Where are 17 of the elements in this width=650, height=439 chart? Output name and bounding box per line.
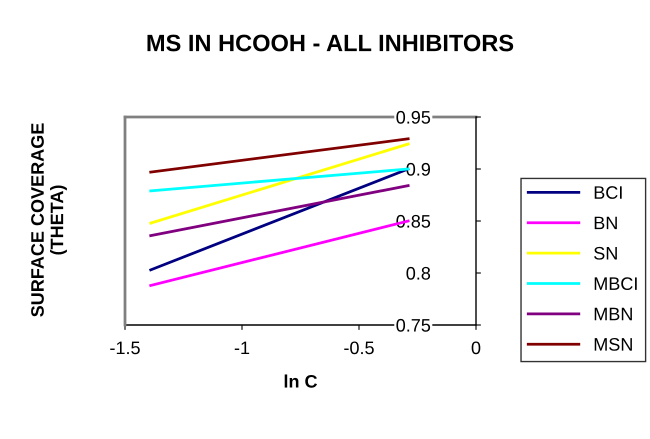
x-tick-label: -1.5 (110, 342, 140, 354)
y-axis-title: SURFACE COVERAGE (THETA) (31, 123, 67, 317)
legend-label: MBCI (594, 277, 637, 290)
x-axis-title: ln C (284, 374, 318, 388)
legend-label: MSN (594, 338, 632, 351)
legend-label: BCI (594, 186, 622, 199)
y-tick-label: 0.95 (396, 110, 430, 124)
y-tick-label: 0.75 (396, 318, 430, 332)
chart-title: MS IN HCOOH - ALL INHIBITORS (147, 34, 514, 52)
x-tick-label: -1 (234, 342, 250, 354)
x-tick-label: -0.5 (344, 341, 374, 354)
legend-label: BN (594, 216, 617, 230)
legend-label: SN (594, 246, 617, 260)
y-tick-label: 0.8 (406, 266, 430, 280)
x-tick-label: 0 (472, 341, 480, 354)
legend-label: MBN (594, 308, 632, 320)
y-tick-label: 0.9 (406, 162, 430, 176)
